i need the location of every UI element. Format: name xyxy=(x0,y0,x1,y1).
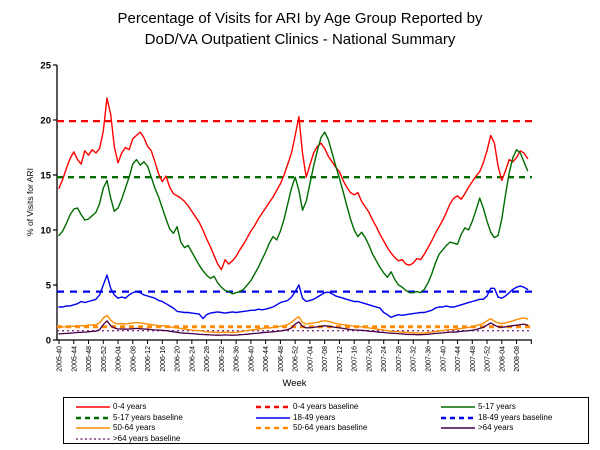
legend-line-swatch xyxy=(256,426,290,430)
chart-title-line1: Percentage of Visits for ARI by Age Grou… xyxy=(117,10,483,27)
legend-line-swatch xyxy=(441,416,475,419)
x-tick-label: 2007-44 xyxy=(455,346,462,372)
x-tick-label: 2007-52 xyxy=(485,346,492,372)
series-50-64-years xyxy=(58,314,529,334)
legend-item-0-4-years-baseline: 0-4 years baseline xyxy=(256,402,358,412)
legend-label: 50-64 years xyxy=(113,423,156,432)
legend-line-swatch xyxy=(76,427,110,429)
x-tick-label: 2005-52 xyxy=(101,346,108,372)
x-tick-label: 2007-12 xyxy=(337,346,344,372)
series--64-years xyxy=(58,320,529,336)
legend-label: >64 years baseline xyxy=(113,433,181,443)
y-tick-label: 20 xyxy=(40,116,51,127)
x-tick-label: 2008-08 xyxy=(514,346,521,372)
x-tick-label: 2007-20 xyxy=(366,346,373,372)
x-tick-label: 2005-40 xyxy=(57,346,64,372)
legend-item-50-64-years: 50-64 years xyxy=(76,423,155,433)
x-tick-label: 2006-08 xyxy=(130,346,137,372)
x-tick-label: 2006-32 xyxy=(219,346,226,372)
x-tick-label: 2006-52 xyxy=(293,346,300,372)
x-tick-label: 2007-48 xyxy=(470,346,477,372)
chart-title: Percentage of Visits for ARI by Age Grou… xyxy=(0,8,600,50)
x-tick-label: 2006-12 xyxy=(145,346,152,372)
legend-label: 18-49 years baseline xyxy=(478,412,553,422)
x-tick-label: 2006-44 xyxy=(263,346,270,372)
legend-line-swatch xyxy=(76,437,110,440)
legend-line-swatch xyxy=(76,416,110,419)
y-tick-label: 25 xyxy=(40,61,51,72)
legend-box: 0-4 years 0-4 years baseline 5-17 years 5-1… xyxy=(63,397,589,444)
legend-line-swatch xyxy=(256,416,290,419)
x-tick-label: 2007-24 xyxy=(381,346,388,372)
y-tick-label: 15 xyxy=(40,171,51,182)
legend-label: 50-64 years baseline xyxy=(293,423,368,432)
x-tick-label: 2006-16 xyxy=(160,346,167,372)
legend-item--64-years: >64 years xyxy=(441,423,513,433)
x-tick-label: 2007-32 xyxy=(411,346,418,372)
x-tick-label: 2007-28 xyxy=(396,346,403,372)
x-tick-label: 2008-04 xyxy=(499,346,506,372)
series-0-4-years xyxy=(58,97,529,271)
legend-line-swatch xyxy=(441,427,475,429)
y-tick-label: 10 xyxy=(40,226,51,237)
legend-label: 0-4 years xyxy=(113,402,147,411)
legend-label: 18-49 years xyxy=(293,412,336,422)
legend-item-18-49-years: 18-49 years xyxy=(256,413,335,423)
x-tick-label: 2005-48 xyxy=(86,346,93,372)
x-tick-label: 2007-16 xyxy=(352,346,359,372)
x-tick-label: 2007-36 xyxy=(426,346,433,372)
x-axis-label: Week xyxy=(282,378,307,389)
series-18-49-years xyxy=(58,274,529,320)
legend-label: 0-4 years baseline xyxy=(293,402,359,411)
legend-item-0-4-years: 0-4 years xyxy=(76,402,146,412)
y-tick-label: 0 xyxy=(46,336,51,347)
legend-item-5-17-years: 5-17 years xyxy=(441,402,516,412)
x-tick-label: 2005-44 xyxy=(71,346,78,372)
x-tick-label: 2006-36 xyxy=(234,346,241,372)
chart-title-line2: DoD/VA Outpatient Clinics - National Sum… xyxy=(144,31,456,48)
x-tick-label: 2006-04 xyxy=(116,346,123,372)
x-tick-label: 2007-08 xyxy=(322,346,329,372)
x-tick-label: 2006-48 xyxy=(278,346,285,372)
legend-item-5-17-years-baseline: 5-17 years baseline xyxy=(76,413,183,423)
y-tick-label: 5 xyxy=(46,281,52,292)
legend-item--64-years-baseline: >64 years baseline xyxy=(76,434,180,444)
legend-item-18-49-years-baseline: 18-49 years baseline xyxy=(441,413,552,423)
x-tick-label: 2007-40 xyxy=(440,346,447,372)
legend-line-swatch xyxy=(76,406,110,408)
x-tick-label: 2006-24 xyxy=(189,346,196,372)
legend-label: >64 years xyxy=(478,423,514,432)
legend-line-swatch xyxy=(441,406,475,408)
x-tick-label: 2007-04 xyxy=(307,346,314,372)
x-tick-label: 2006-20 xyxy=(175,346,182,372)
legend-label: 5-17 years xyxy=(478,402,516,411)
x-tick-label: 2006-40 xyxy=(248,346,255,372)
x-tick-label: 2006-28 xyxy=(204,346,211,372)
series-5-17-years xyxy=(58,131,529,295)
legend-label: 5-17 years baseline xyxy=(113,412,183,422)
legend-item-50-64-years-baseline: 50-64 years baseline xyxy=(256,423,367,433)
y-axis-label: % of Visits for ARI xyxy=(25,168,35,236)
legend-line-swatch xyxy=(256,405,290,409)
